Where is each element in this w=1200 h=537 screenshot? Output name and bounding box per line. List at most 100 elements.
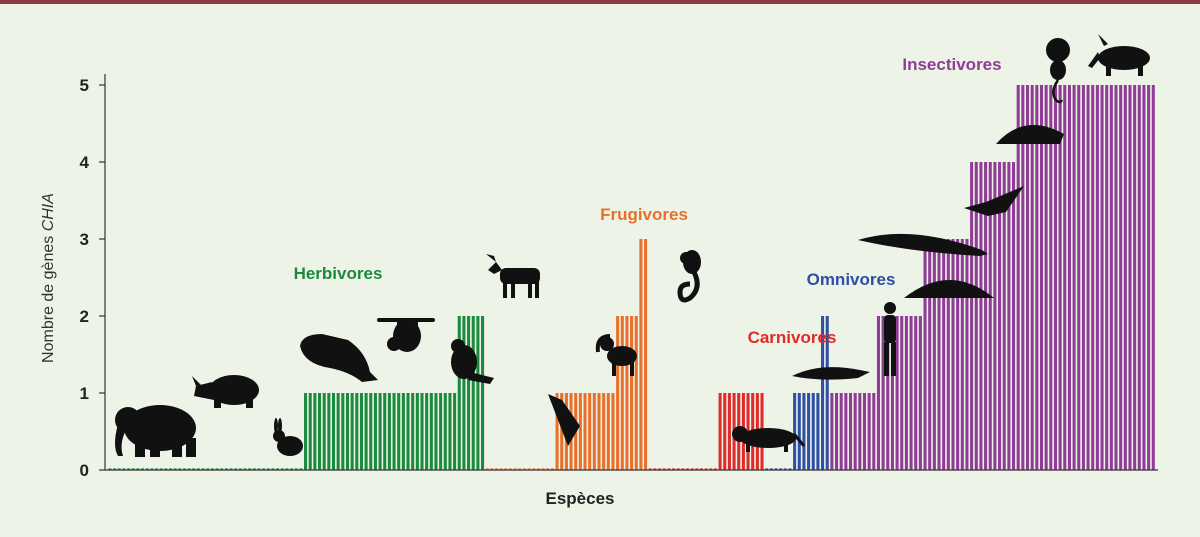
bar xyxy=(1002,162,1006,470)
bar xyxy=(1021,85,1025,470)
bar-zero xyxy=(178,468,182,470)
bar-zero xyxy=(252,468,256,470)
bar xyxy=(308,393,312,470)
bar xyxy=(373,393,377,470)
bar xyxy=(1081,85,1085,470)
tarsier-icon xyxy=(1046,38,1070,104)
bar xyxy=(318,393,322,470)
bat-icon xyxy=(548,394,580,446)
bar-zero xyxy=(280,468,284,470)
bar xyxy=(1058,85,1062,470)
bar-zero xyxy=(550,468,554,470)
bar-group-herbivores xyxy=(108,316,485,470)
bar xyxy=(830,393,834,470)
bar xyxy=(942,239,946,470)
bar xyxy=(718,393,722,470)
bar xyxy=(378,393,382,470)
bar xyxy=(434,393,438,470)
bar-zero xyxy=(243,468,247,470)
bar xyxy=(904,316,908,470)
bar xyxy=(1053,85,1057,470)
bar xyxy=(611,393,615,470)
bar-zero xyxy=(676,468,680,470)
group-label-insectivores: Insectivores xyxy=(902,55,1001,74)
bar xyxy=(1137,85,1141,470)
bar-zero xyxy=(229,468,233,470)
y-axis-title: Nombre de gènes CHIA xyxy=(40,193,57,363)
bar-zero xyxy=(769,468,773,470)
bar xyxy=(322,393,326,470)
bar-zero xyxy=(490,468,494,470)
bar xyxy=(555,393,559,470)
bar xyxy=(960,239,964,470)
bar-zero xyxy=(262,468,266,470)
bar xyxy=(448,393,452,470)
bar xyxy=(1016,85,1020,470)
bar xyxy=(1030,85,1034,470)
bar-group-insectivores xyxy=(830,85,1155,470)
bar-zero xyxy=(494,468,499,470)
group-label-frugivores: Frugivores xyxy=(600,205,688,224)
bar xyxy=(848,393,853,470)
bar-zero xyxy=(653,468,657,470)
bar-zero xyxy=(299,468,303,470)
bar xyxy=(914,316,918,470)
bar-zero xyxy=(648,468,652,470)
bar xyxy=(1133,85,1137,470)
bar xyxy=(350,393,354,470)
bar xyxy=(606,393,610,470)
bar xyxy=(825,316,829,470)
bar xyxy=(1039,85,1044,470)
bar xyxy=(1044,85,1048,470)
bar xyxy=(331,393,336,470)
y-tick-label: 3 xyxy=(80,230,89,249)
bar xyxy=(1105,85,1109,470)
bar xyxy=(341,393,345,470)
bar xyxy=(429,393,433,470)
bar-zero xyxy=(667,468,671,470)
bar xyxy=(807,393,811,470)
bar-zero xyxy=(257,468,261,470)
kinkajou-icon xyxy=(677,250,701,303)
bar xyxy=(951,239,955,470)
bar xyxy=(937,239,941,470)
bar xyxy=(909,316,913,470)
bar xyxy=(443,393,447,470)
bar xyxy=(462,316,466,470)
bar xyxy=(900,316,904,470)
top-rule xyxy=(0,0,1200,4)
bar-zero xyxy=(127,468,131,470)
bar-zero xyxy=(248,468,252,470)
bar-zero xyxy=(765,468,769,470)
bar xyxy=(616,316,620,470)
armadillo-icon xyxy=(996,125,1064,144)
bar-zero xyxy=(783,468,787,470)
bar xyxy=(1025,85,1030,470)
bar-zero xyxy=(145,468,149,470)
bar-zero xyxy=(681,468,685,470)
bar-zero xyxy=(532,468,536,470)
bar xyxy=(858,393,862,470)
bar xyxy=(1142,85,1146,470)
bar xyxy=(881,316,885,470)
bar-group-omnivores xyxy=(765,316,829,470)
rhinoceros-icon xyxy=(192,375,259,408)
bar-zero xyxy=(136,468,140,470)
bar-zero xyxy=(536,468,540,470)
bar xyxy=(802,393,806,470)
bar xyxy=(723,393,727,470)
bar-zero xyxy=(699,468,703,470)
bar xyxy=(993,162,997,470)
group-label-omnivores: Omnivores xyxy=(807,270,896,289)
bar xyxy=(1012,162,1016,470)
bar xyxy=(853,393,857,470)
bar xyxy=(1063,85,1067,470)
bar xyxy=(625,316,629,470)
manatee-icon xyxy=(300,334,378,382)
bar xyxy=(946,239,950,470)
bar-zero xyxy=(187,468,191,470)
bar xyxy=(327,393,331,470)
bar xyxy=(923,239,927,470)
bar-zero xyxy=(108,468,112,470)
x-axis-title: Espèces xyxy=(546,489,615,508)
